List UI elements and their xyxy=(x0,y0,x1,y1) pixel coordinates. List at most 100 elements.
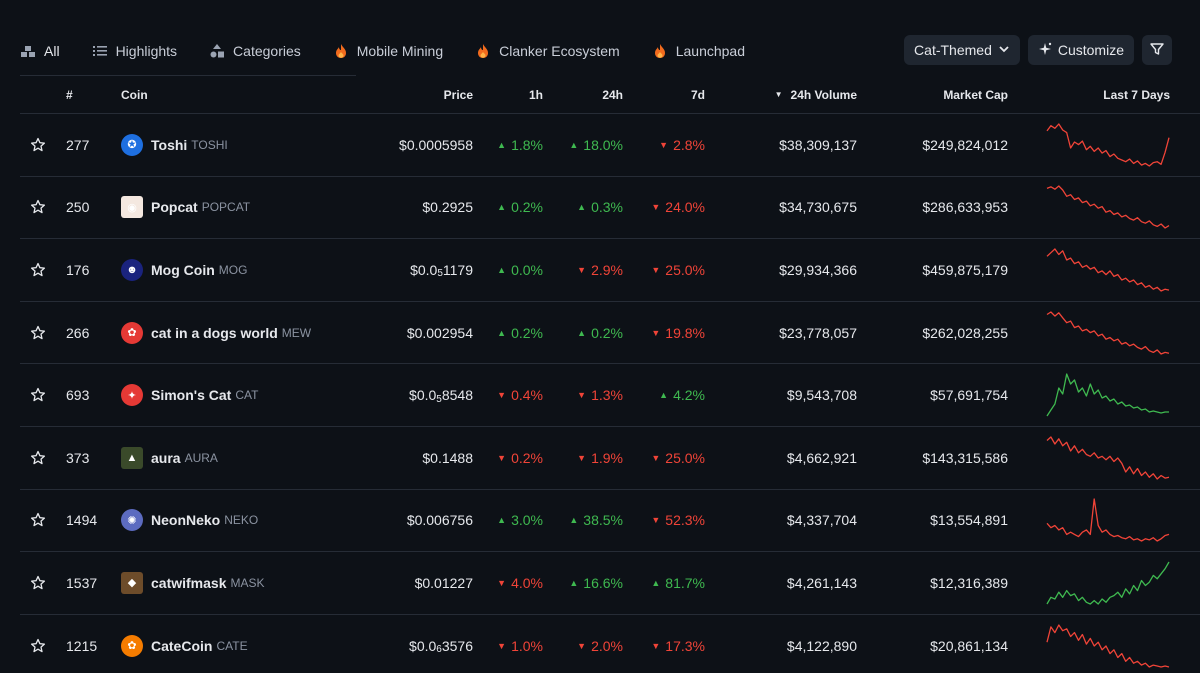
tab-launchpad[interactable]: Launchpad xyxy=(652,43,745,59)
table-row[interactable]: 266 ✿ cat in a dogs world MEW $0.002954 ▲ 0.2%… xyxy=(20,302,1200,365)
tab-highlights[interactable]: Highlights xyxy=(92,43,177,59)
watchlist-star-icon[interactable] xyxy=(30,177,46,239)
header-label: # xyxy=(66,87,73,102)
header-1h[interactable]: 1h xyxy=(473,76,543,113)
toolbar-actions: Cat-Themed Customize xyxy=(904,35,1172,65)
market-cap: $286,633,953 xyxy=(922,199,1008,216)
table-row[interactable]: 693 ✦ Simon's Cat CAT $0.0 5 8548 ▼ 0.4% ▼ 1.3% ▲ 4.… xyxy=(20,364,1200,427)
tab-divider xyxy=(20,75,356,76)
change-1h: ▲ 3.0% xyxy=(473,490,543,552)
watchlist-star-icon[interactable] xyxy=(30,615,46,673)
sparkline-line xyxy=(1046,310,1170,355)
change-24h: ▼ 1.3% xyxy=(543,364,623,426)
sparkline-line xyxy=(1046,498,1170,543)
tab-label: All xyxy=(44,43,60,59)
filter-button[interactable] xyxy=(1142,35,1172,65)
table-row[interactable]: 1494 ✺ NeonNeko NEKO $0.006756 ▲ 3.0% ▲ 38.5% ▼ 52… xyxy=(20,490,1200,553)
table-header: # Coin Price 1h 24h 7d ▼ 24h Volume Marke… xyxy=(20,76,1200,114)
change-24h-value: 16.6% xyxy=(583,574,623,591)
customize-label: Customize xyxy=(1057,42,1124,58)
fire-icon xyxy=(475,43,491,59)
coin-link[interactable]: ◉ Popcat POPCAT xyxy=(121,177,381,239)
table-row[interactable]: 176 ☻ Mog Coin MOG $0.0 5 1179 ▲ 0.0% ▼ 2.9% ▼ 25.0%… xyxy=(20,239,1200,302)
watchlist-star-icon[interactable] xyxy=(30,114,46,176)
change-7d-value: 4.2% xyxy=(673,387,705,404)
table-row[interactable]: 373 ▲ aura AURA $0.1488 ▼ 0.2% ▼ 1.9% ▼ 25.0% $4,66… xyxy=(20,427,1200,490)
volume-24h: $38,309,137 xyxy=(779,136,857,153)
table-row[interactable]: 250 ◉ Popcat POPCAT $0.2925 ▲ 0.2% ▲ 0.3% ▼ 24.0% $… xyxy=(20,177,1200,240)
watchlist-star-icon[interactable] xyxy=(30,239,46,301)
rank: 1537 xyxy=(66,574,98,591)
caret-down-icon: ▼ xyxy=(651,202,661,213)
volume-24h: $34,730,675 xyxy=(779,199,857,216)
sparkline-7d xyxy=(1046,490,1170,552)
coin-logo-icon: ▲ xyxy=(121,446,143,469)
coin-name: Popcat xyxy=(151,199,198,216)
tab-mobile-mining[interactable]: Mobile Mining xyxy=(333,43,443,59)
coin-logo-icon: ✿ xyxy=(121,634,143,657)
coin-link[interactable]: ◆ catwifmask MASK xyxy=(121,552,381,614)
coin-link[interactable]: ▲ aura AURA xyxy=(121,427,381,489)
category-select[interactable]: Cat-Themed xyxy=(904,35,1020,65)
coin-link[interactable]: ✪ Toshi TOSHI xyxy=(121,114,381,176)
tab-categories[interactable]: Categories xyxy=(209,43,301,59)
coin-logo-icon: ☻ xyxy=(121,258,143,281)
change-7d: ▼ 25.0% xyxy=(623,427,705,489)
coin-link[interactable]: ✦ Simon's Cat CAT xyxy=(121,364,381,426)
caret-up-icon: ▲ xyxy=(497,327,507,338)
table-row[interactable]: 277 ✪ Toshi TOSHI $0.0005958 ▲ 1.8% ▲ 18.0% ▼ 2.8%… xyxy=(20,114,1200,177)
change-1h-value: 0.2% xyxy=(511,324,543,341)
volume-24h: $4,122,890 xyxy=(786,637,857,654)
caret-down-icon: ▼ xyxy=(659,139,669,150)
header-7d[interactable]: 7d xyxy=(623,76,705,113)
header-coin[interactable]: Coin xyxy=(121,76,381,113)
sparkline-line xyxy=(1046,373,1169,417)
tab-label: Highlights xyxy=(115,43,178,59)
rank: 176 xyxy=(66,261,90,278)
table-row[interactable]: 1537 ◆ catwifmask MASK $0.01227 ▼ 4.0% ▲ 16.6% ▲ 8… xyxy=(20,552,1200,615)
coin-symbol: AURA xyxy=(184,450,218,465)
watchlist-star-icon[interactable] xyxy=(30,364,46,426)
volume-24h: $4,662,921 xyxy=(786,449,857,466)
tab-clanker-ecosystem[interactable]: Clanker Ecosystem xyxy=(475,43,620,59)
header-rank[interactable]: # xyxy=(66,76,116,113)
market-cap: $143,315,586 xyxy=(922,449,1008,466)
price-prefix: $0.0 xyxy=(409,387,437,404)
header-label: Coin xyxy=(121,87,148,102)
caret-down-icon: ▼ xyxy=(651,264,661,275)
header-price[interactable]: Price xyxy=(350,76,473,113)
header-24h-volume[interactable]: ▼ 24h Volume xyxy=(720,76,857,113)
sparkline-line xyxy=(1046,185,1170,230)
caret-down-icon: ▼ xyxy=(577,452,587,463)
tab-all[interactable]: All xyxy=(20,43,60,59)
change-24h-value: 1.3% xyxy=(591,387,623,404)
table-row[interactable]: 1215 ✿ CateCoin CATE $0.0 6 3576 ▼ 1.0% ▼ 2.0% ▼ 17.… xyxy=(20,615,1200,673)
header-24h[interactable]: 24h xyxy=(543,76,623,113)
watchlist-star-icon[interactable] xyxy=(30,302,46,364)
watchlist-star-icon[interactable] xyxy=(30,427,46,489)
rank: 266 xyxy=(66,324,90,341)
watchlist-star-icon[interactable] xyxy=(30,552,46,614)
price: $0.006756 xyxy=(350,490,473,552)
change-24h-value: 2.9% xyxy=(591,261,623,278)
change-1h: ▲ 0.0% xyxy=(473,239,543,301)
coin-link[interactable]: ☻ Mog Coin MOG xyxy=(121,239,381,301)
watchlist-star-icon[interactable] xyxy=(30,490,46,552)
customize-button[interactable]: Customize xyxy=(1027,35,1134,65)
coin-symbol: MOG xyxy=(218,262,248,277)
rank: 1494 xyxy=(66,512,98,529)
header-label: 1h xyxy=(528,87,543,102)
coin-link[interactable]: ✿ cat in a dogs world MEW xyxy=(121,302,381,364)
sparkline-chart xyxy=(1046,498,1170,543)
coin-link[interactable]: ✿ CateCoin CATE xyxy=(121,615,381,673)
header-market-cap[interactable]: Market Cap xyxy=(870,76,1008,113)
market-cap: $262,028,255 xyxy=(922,324,1008,341)
sparkline-line xyxy=(1046,123,1170,167)
market-cap: $20,861,134 xyxy=(930,637,1008,654)
sparkline-line xyxy=(1046,436,1170,480)
change-7d: ▲ 4.2% xyxy=(623,364,705,426)
change-24h-value: 38.5% xyxy=(583,512,623,529)
change-1h: ▼ 4.0% xyxy=(473,552,543,614)
price: $0.1488 xyxy=(350,427,473,489)
coin-link[interactable]: ✺ NeonNeko NEKO xyxy=(121,490,381,552)
